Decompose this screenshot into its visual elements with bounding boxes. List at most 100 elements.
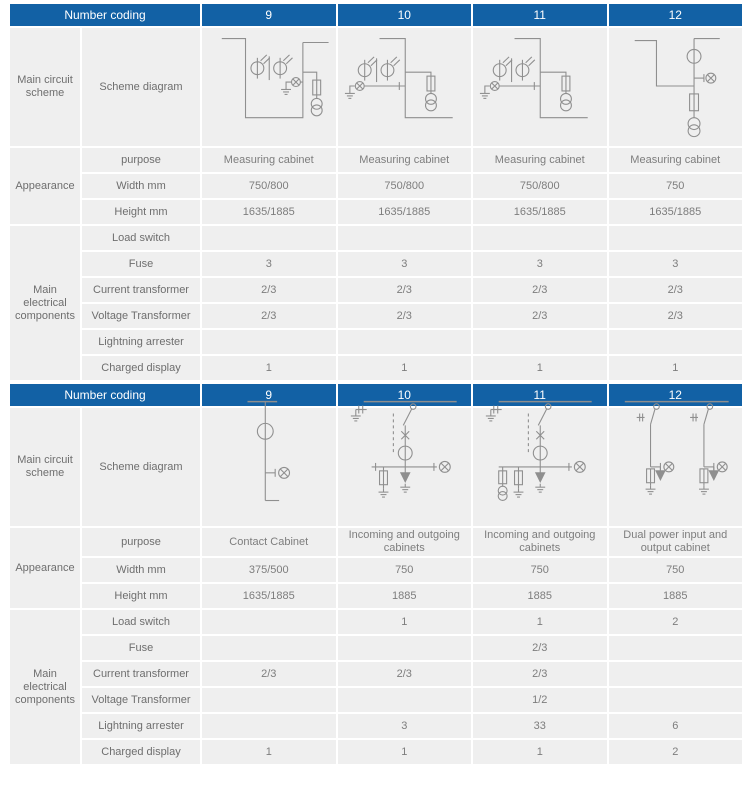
row-label: Load switch bbox=[82, 610, 200, 634]
column-header-12: 12 bbox=[608, 384, 742, 406]
value-cell: 1 bbox=[337, 356, 471, 380]
value-cell: 3 bbox=[337, 714, 471, 738]
value-cell: 2/3 bbox=[202, 278, 336, 302]
value-cell bbox=[337, 636, 471, 660]
row-label: Width mm bbox=[82, 174, 200, 198]
table-row: Main electrical components Load switch 1 1 2 bbox=[10, 610, 742, 764]
column-header-9: 9 bbox=[202, 4, 336, 26]
value-cell: 6 bbox=[608, 714, 742, 738]
column-header-11: 11 bbox=[473, 4, 607, 26]
value-cell bbox=[608, 688, 742, 712]
row-label: Fuse bbox=[82, 252, 200, 276]
measuring-cabinet-scheme-10-icon bbox=[338, 28, 472, 146]
row-label: Voltage Transformer bbox=[82, 304, 200, 328]
value-cell: Dual power input and output cabinet bbox=[608, 528, 742, 556]
row-label: Charged display bbox=[82, 356, 200, 380]
row-label: Load switch bbox=[82, 226, 200, 250]
scheme-diagram-cell bbox=[337, 28, 472, 146]
row-label: purpose bbox=[82, 528, 200, 556]
row-label: Lightning arrester bbox=[82, 330, 200, 354]
row-label: purpose bbox=[82, 148, 200, 172]
table-row: Lightning arrester 3 33 6 bbox=[10, 714, 742, 738]
value-cell: 750 bbox=[337, 558, 471, 582]
column-header-12: 12 bbox=[608, 4, 742, 26]
spec-table-top-container: Number coding 9 10 11 12 Main circuit scheme S… bbox=[8, 2, 744, 382]
value-cell: 2/3 bbox=[608, 304, 742, 328]
incoming-outgoing-scheme-10-icon bbox=[338, 391, 472, 525]
value-cell: 2 bbox=[608, 740, 742, 764]
row-label: Fuse bbox=[82, 636, 200, 660]
value-cell: Measuring cabinet bbox=[473, 148, 607, 172]
column-header-9: 9 bbox=[202, 384, 336, 406]
value-cell: 2/3 bbox=[473, 304, 607, 328]
value-cell bbox=[202, 688, 336, 712]
value-cell: 1 bbox=[473, 610, 607, 634]
column-header-11: 11 bbox=[473, 384, 607, 406]
scheme-diagram-cell bbox=[473, 28, 607, 146]
table-row: Charged display 1 1 1 2 bbox=[10, 740, 742, 764]
value-cell: 750/800 bbox=[337, 174, 471, 198]
value-cell: 2/3 bbox=[473, 278, 607, 302]
table-row: Main circuit scheme Scheme diagram bbox=[10, 400, 742, 526]
measuring-cabinet-scheme-11-icon bbox=[473, 28, 607, 146]
value-cell: Contact Cabinet bbox=[202, 528, 336, 556]
scheme-diagram-cell bbox=[202, 400, 336, 526]
value-cell: 1/2 bbox=[473, 688, 607, 712]
column-header-10: 10 bbox=[337, 4, 471, 26]
value-cell bbox=[202, 610, 336, 634]
row-label: Scheme diagram bbox=[82, 28, 200, 146]
scheme-diagram-cell bbox=[608, 28, 743, 146]
section-label: Main electrical components bbox=[10, 226, 80, 380]
value-cell bbox=[337, 688, 471, 712]
value-cell: 33 bbox=[473, 714, 607, 738]
value-cell: 2/3 bbox=[337, 278, 471, 302]
column-header-10: 10 bbox=[337, 384, 471, 406]
scheme-diagram-cell bbox=[202, 28, 336, 146]
value-cell: 2/3 bbox=[202, 662, 336, 686]
scheme-diagram-cell bbox=[337, 400, 471, 526]
value-cell: 2/3 bbox=[473, 636, 607, 660]
table-row: Voltage Transformer 2/3 2/3 2/3 2/3 bbox=[10, 304, 742, 328]
table-row: Width mm 375/500 750 750 750 bbox=[10, 558, 742, 582]
value-cell: 1635/1885 bbox=[337, 200, 471, 224]
value-cell: 1 bbox=[473, 356, 607, 380]
table-row: Voltage Transformer 1/2 bbox=[10, 688, 742, 712]
value-cell: 750/800 bbox=[202, 174, 336, 198]
incoming-outgoing-scheme-11-icon bbox=[473, 391, 607, 525]
value-cell bbox=[202, 636, 336, 660]
row-label: Charged display bbox=[82, 740, 200, 764]
value-cell: 1 bbox=[337, 610, 471, 634]
table-row: Fuse 2/3 bbox=[10, 636, 742, 660]
value-cell: 1 bbox=[337, 740, 471, 764]
value-cell bbox=[202, 226, 336, 250]
table-row: Current transformer 2/3 2/3 2/3 bbox=[10, 662, 742, 686]
value-cell: 750 bbox=[608, 174, 742, 198]
section-label: Main circuit scheme bbox=[10, 408, 80, 526]
row-label: Scheme diagram bbox=[82, 408, 200, 526]
value-cell bbox=[202, 330, 336, 354]
value-cell: 1635/1885 bbox=[202, 200, 336, 224]
value-cell: 2/3 bbox=[202, 304, 336, 328]
value-cell: 2 bbox=[608, 610, 742, 634]
dual-power-scheme-12-icon bbox=[609, 391, 743, 525]
value-cell bbox=[337, 330, 471, 354]
value-cell: 375/500 bbox=[202, 558, 336, 582]
table-title: Number coding bbox=[10, 384, 200, 406]
measuring-cabinet-scheme-9-icon bbox=[202, 28, 336, 146]
spec-table: Number coding 9 10 11 12 Main circuit scheme S… bbox=[8, 382, 744, 766]
value-cell: 2/3 bbox=[337, 304, 471, 328]
value-cell bbox=[473, 226, 607, 250]
section-label: Main electrical components bbox=[10, 610, 80, 764]
value-cell: 1635/1885 bbox=[473, 200, 607, 224]
row-label: Width mm bbox=[82, 558, 200, 582]
value-cell bbox=[608, 330, 742, 354]
value-cell: 750/800 bbox=[473, 174, 607, 198]
table-title: Number coding bbox=[10, 4, 200, 26]
contact-cabinet-scheme-9-icon bbox=[202, 391, 336, 525]
measuring-cabinet-scheme-12-icon bbox=[609, 28, 743, 146]
value-cell: 1885 bbox=[337, 584, 471, 608]
section-label: Main circuit scheme bbox=[10, 28, 80, 146]
table-row: Main electrical components Load switch bbox=[10, 226, 742, 380]
section-label: Appearance bbox=[10, 528, 80, 608]
spec-table: Number coding 9 10 11 12 Main circuit scheme S… bbox=[8, 2, 744, 382]
